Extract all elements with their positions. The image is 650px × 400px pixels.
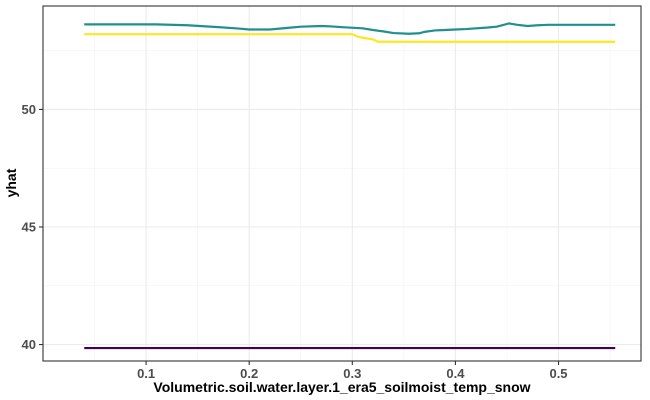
x-axis-title: Volumetric.soil.water.layer.1_era5_soilm… xyxy=(153,379,530,395)
x-tick-label: 0.2 xyxy=(240,366,258,381)
series-line-1 xyxy=(84,22,616,35)
series-lines xyxy=(84,22,616,350)
axis-ticks: 0.1 0.2 0.3 0.4 0.5 40 45 50 xyxy=(22,102,568,381)
gridlines xyxy=(43,6,641,361)
x-tick-label: 0.1 xyxy=(137,366,155,381)
x-tick-label: 0.5 xyxy=(549,366,567,381)
y-axis-title: yhat xyxy=(3,168,19,197)
y-tick-label: 45 xyxy=(22,219,36,234)
y-tick-label: 50 xyxy=(22,102,36,117)
y-tick-label: 40 xyxy=(22,337,36,352)
series-line-2 xyxy=(84,33,616,43)
plot-background xyxy=(43,6,641,361)
plot-border xyxy=(42,5,642,362)
x-tick-label: 0.3 xyxy=(343,366,361,381)
x-tick-label: 0.4 xyxy=(446,366,465,381)
